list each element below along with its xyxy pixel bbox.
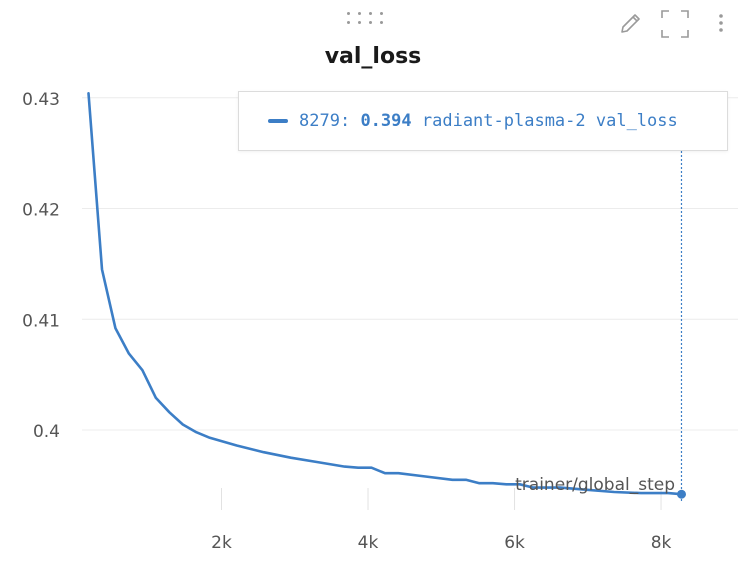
tooltip-run-name: radiant-plasma-2 val_loss bbox=[421, 111, 678, 131]
tooltip-step: 8279: bbox=[299, 111, 351, 131]
x-tick-label: 2k bbox=[211, 533, 232, 553]
hover-point bbox=[676, 489, 686, 499]
y-tick-label: 0.42 bbox=[22, 201, 60, 221]
pencil-icon[interactable] bbox=[616, 8, 644, 40]
grid-lines bbox=[82, 97, 738, 510]
series-line bbox=[87, 92, 683, 496]
chart-title: val_loss bbox=[324, 44, 422, 69]
y-tick-label: 0.41 bbox=[22, 311, 60, 331]
x-tick-label: 8k bbox=[651, 533, 672, 553]
tooltip-text: 8279: 0.394 radiant-plasma-2 val_loss bbox=[299, 111, 678, 131]
more-vertical-icon[interactable] bbox=[712, 8, 730, 40]
drag-handle-icon[interactable] bbox=[346, 10, 390, 26]
axis-ticks: 0.4 0.41 0.42 0.43 2k 4k 6k 8k bbox=[22, 90, 671, 553]
tooltip-value: 0.394 bbox=[360, 111, 412, 131]
y-tick-label: 0.4 bbox=[33, 422, 60, 442]
x-axis-label: trainer/global_step bbox=[515, 475, 675, 495]
x-tick-label: 6k bbox=[504, 533, 525, 553]
x-tick-label: 4k bbox=[358, 533, 379, 553]
series-layer bbox=[87, 92, 686, 502]
hover-tooltip: 8279: 0.394 radiant-plasma-2 val_loss bbox=[238, 91, 728, 151]
fullscreen-icon[interactable] bbox=[658, 8, 692, 40]
series-swatch bbox=[268, 119, 288, 123]
y-tick-label: 0.43 bbox=[22, 90, 60, 110]
